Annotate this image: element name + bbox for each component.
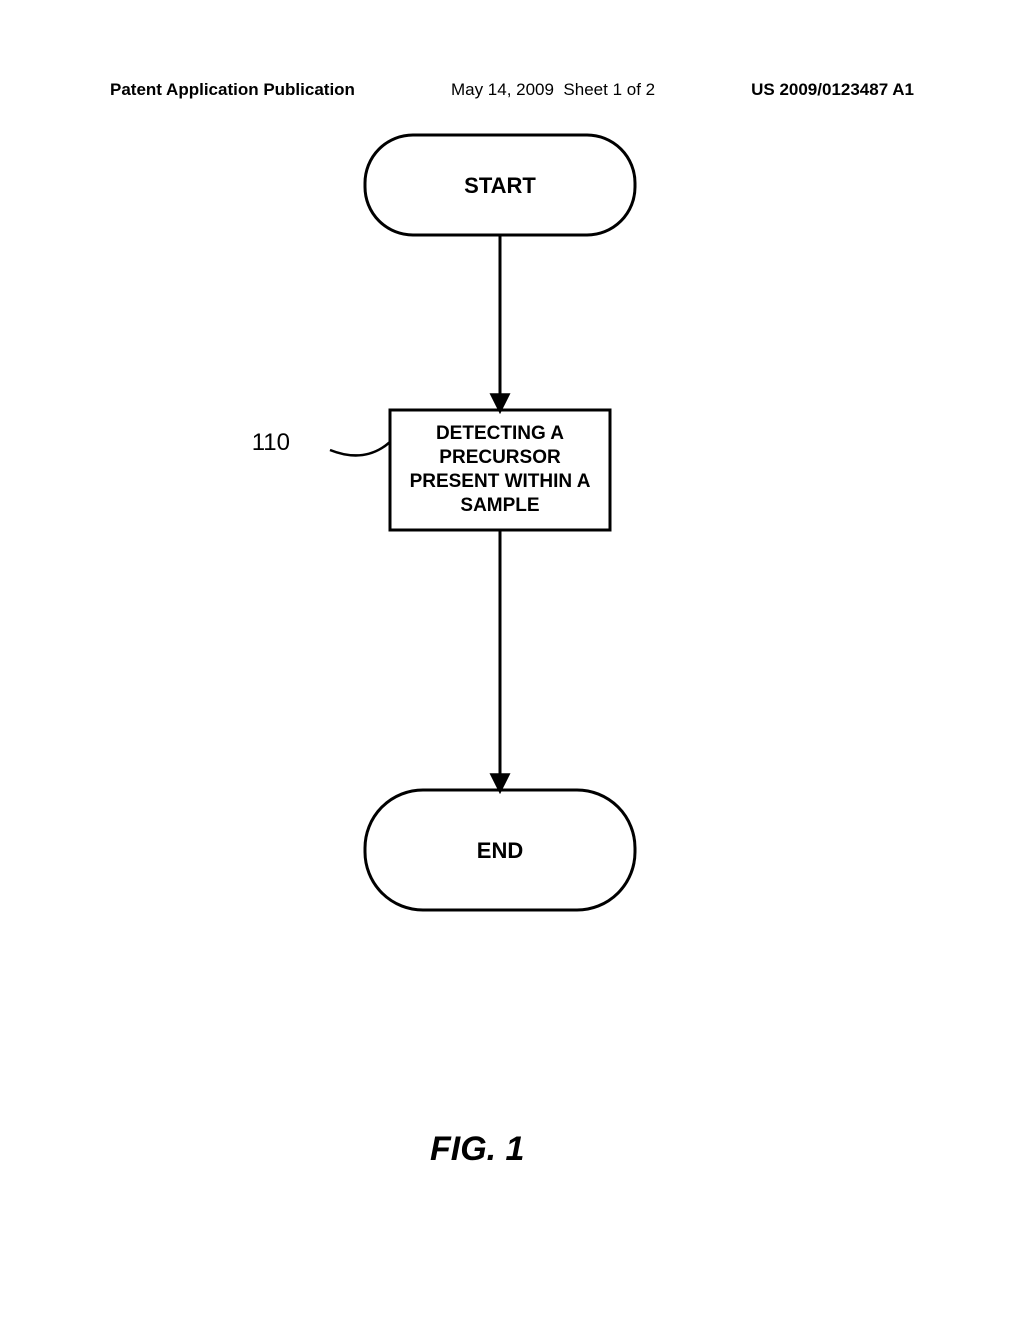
flowchart-diagram: START DETECTING A PRECURSOR PRESENT WITHIN … [0,130,1024,1030]
ref-leader-110 [330,442,390,455]
date-sheet-label: May 14, 2009 Sheet 1 of 2 [451,80,655,100]
start-label: START [464,173,536,198]
process-label-line-1: PRECURSOR [439,447,561,468]
process-label-line-3: SAMPLE [460,495,539,516]
process-label-line-2: PRESENT WITHIN A [410,471,591,492]
publication-label: Patent Application Publication [110,80,355,100]
process-label-line-0: DETECTING A [436,423,564,444]
ref-num-110: 110 [252,429,290,456]
figure-label: FIG. 1 [430,1130,524,1169]
page-header: Patent Application Publication May 14, 2… [0,80,1024,100]
pubnum-label: US 2009/0123487 A1 [751,80,914,100]
end-label: END [477,838,523,863]
